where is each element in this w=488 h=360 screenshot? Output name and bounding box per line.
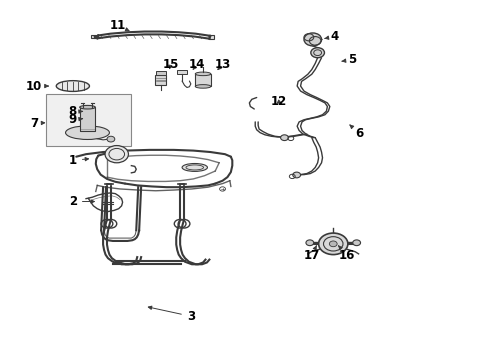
Ellipse shape	[182, 163, 207, 171]
Circle shape	[107, 136, 115, 142]
Circle shape	[318, 233, 347, 255]
Circle shape	[352, 240, 360, 246]
Bar	[156, 71, 165, 75]
Text: 4: 4	[324, 30, 338, 43]
Bar	[209, 36, 214, 39]
Bar	[45, 94, 131, 146]
Circle shape	[280, 135, 288, 140]
Bar	[155, 75, 166, 85]
Ellipse shape	[80, 105, 95, 109]
Text: 16: 16	[338, 246, 354, 262]
Text: 9: 9	[69, 113, 82, 126]
Bar	[91, 36, 96, 39]
Text: 10: 10	[26, 80, 48, 93]
Circle shape	[305, 240, 313, 246]
Circle shape	[310, 48, 324, 58]
Text: 17: 17	[303, 246, 319, 262]
Circle shape	[329, 241, 336, 247]
Text: 8: 8	[69, 105, 82, 118]
Text: 5: 5	[341, 53, 355, 66]
Text: 12: 12	[270, 95, 286, 108]
Ellipse shape	[56, 81, 89, 91]
Circle shape	[292, 172, 300, 178]
Ellipse shape	[195, 85, 210, 88]
Text: 14: 14	[188, 58, 204, 71]
Bar	[195, 74, 210, 86]
Text: 7: 7	[30, 117, 44, 130]
Bar	[177, 69, 186, 74]
Circle shape	[304, 33, 321, 46]
Circle shape	[105, 145, 128, 163]
Bar	[80, 107, 95, 131]
Text: 3: 3	[148, 306, 195, 323]
Text: 1: 1	[69, 154, 88, 167]
Ellipse shape	[65, 126, 109, 139]
Text: 15: 15	[162, 58, 178, 71]
Text: 2: 2	[69, 195, 94, 208]
Text: 6: 6	[349, 125, 363, 140]
Text: 13: 13	[214, 58, 230, 71]
Ellipse shape	[195, 72, 210, 76]
Text: 11: 11	[109, 19, 129, 32]
